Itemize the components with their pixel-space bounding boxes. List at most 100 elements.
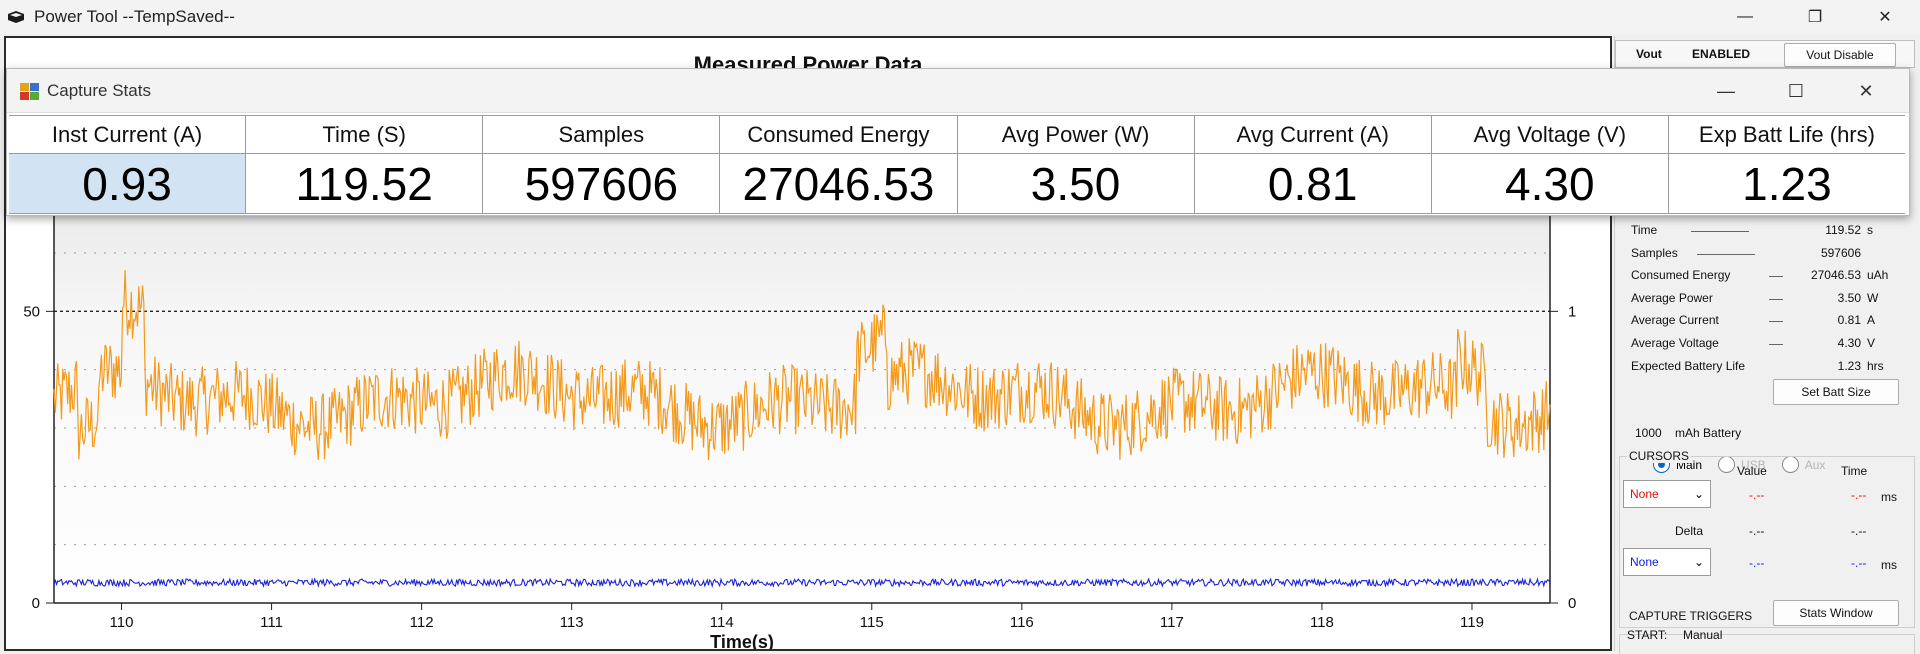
stat-row-average-power: Average Power 3.50 W [1631,288,1911,311]
leader-line [1769,321,1783,323]
cursors-title: CURSORS [1627,449,1692,463]
cursor2-select[interactable]: None ⌄ [1623,548,1711,576]
stats-window-button[interactable]: Stats Window [1773,600,1899,626]
triggers-group [1619,634,1915,654]
stats-list: Time 119.52 s Samples 597606 Consumed En… [1631,220,1911,378]
chevron-down-icon: ⌄ [1693,555,1704,569]
x-tick-label: 111 [260,614,283,631]
stats-minimize-button[interactable]: — [1717,80,1735,101]
col-value: 27046.53 [742,157,935,210]
x-tick-label: 115 [860,614,884,631]
vout-label: Vout [1636,47,1662,61]
stat-unit: V [1867,335,1876,350]
capture-stats-window: Capture Stats — ☐ ✕ Inst Current (A) 0.9… [6,68,1910,216]
stat-col-avg-voltage[interactable]: Avg Voltage (V) 4.30 [1431,116,1669,213]
vout-status: ENABLED [1692,47,1751,61]
stat-col-inst-current[interactable]: Inst Current (A) 0.93 [9,116,247,213]
y-left-tick-label: 0 [32,595,40,612]
minimize-button[interactable]: — [1737,8,1753,25]
col-header: Time (S) [246,116,483,154]
battery-value[interactable]: 1000 [1635,426,1662,440]
stat-unit: hrs [1867,358,1884,373]
col-value: 0.93 [9,154,246,213]
cursor-time-header: Time [1841,464,1868,478]
stat-col-consumed-energy[interactable]: Consumed Energy 27046.53 [720,116,958,213]
x-tick-label: 119 [1460,614,1484,631]
series-line [53,270,1551,461]
stat-value: 3.50 [1837,290,1861,305]
stat-label: Time [1631,223,1658,237]
start-value: Manual [1683,628,1723,642]
col-value: 119.52 [295,157,433,210]
app-icon [8,11,24,23]
stat-row-average-voltage: Average Voltage 4.30 V [1631,333,1911,356]
capture-stats-title-bar: Capture Stats — ☐ ✕ [7,69,1909,113]
main-title-bar: Power Tool --TempSaved-- — ❐ ✕ [0,0,1920,34]
stat-value: 4.30 [1837,335,1861,350]
restore-button[interactable]: ❐ [1807,9,1823,26]
x-axis-label: Time(s) [710,632,774,649]
stat-value: 119.52 [1825,223,1861,237]
stat-value: 0.81 [1837,313,1861,328]
cursor2-unit: ms [1881,558,1897,572]
delta-value: -.-- [1749,524,1765,538]
stat-unit: W [1867,290,1879,305]
x-tick-label: 114 [710,614,734,631]
x-tick-label: 118 [1310,614,1334,631]
radio-usb[interactable]: USB [1718,456,1766,473]
stat-value: 27046.53 [1810,268,1861,283]
stat-unit: uAh [1867,268,1889,283]
cursor2-selected: None [1630,555,1659,569]
stat-col-exp-batt-life[interactable]: Exp Batt Life (hrs) 1.23 [1668,116,1905,213]
radio-label: Aux [1804,457,1826,472]
y-left-tick-label: 50 [23,303,40,320]
stat-unit: s [1867,223,1873,237]
x-tick-label: 117 [1160,614,1184,631]
stats-maximize-button[interactable]: ☐ [1787,80,1805,101]
stat-label: Average Voltage [1631,335,1719,350]
cursor1-select[interactable]: None ⌄ [1623,480,1711,508]
cursor1-time: -.-- [1851,488,1867,502]
capture-stats-title: Capture Stats [47,80,151,100]
col-value: 3.50 [1030,157,1121,210]
stats-close-button[interactable]: ✕ [1858,80,1874,101]
stat-label: Average Power [1631,290,1713,305]
col-header: Consumed Energy [720,116,957,154]
col-header: Exp Batt Life (hrs) [1668,116,1905,154]
cursor1-unit: ms [1881,490,1897,504]
stat-col-avg-current[interactable]: Avg Current (A) 0.81 [1194,116,1432,213]
chevron-down-icon: ⌄ [1693,487,1704,501]
col-value: 0.81 [1267,157,1358,210]
stat-row-samples: Samples 597606 [1631,243,1911,266]
col-value: 597606 [524,157,679,210]
stat-row-consumed-energy: Consumed Energy 27046.53 uAh [1631,265,1911,288]
x-tick-label: 116 [1010,614,1034,631]
delta-label: Delta [1675,524,1704,538]
cursor1-selected: None [1630,487,1659,501]
stat-col-samples[interactable]: Samples 597606 [483,116,721,213]
col-header: Avg Voltage (V) [1431,116,1668,154]
radio-aux[interactable]: Aux [1781,456,1826,473]
series-line [53,577,1551,589]
col-value: 4.30 [1505,157,1595,210]
stat-unit: A [1867,313,1876,328]
stat-col-avg-power[interactable]: Avg Power (W) 3.50 [957,116,1195,213]
leader-line [1769,343,1783,345]
cursor-value-header: Value [1737,464,1767,478]
y-right-tick-label: 0 [1568,595,1576,612]
leader-line [1769,298,1783,300]
close-button[interactable]: ✕ [1878,9,1892,26]
capture-stats-table: Inst Current (A) 0.93 Time (S) 119.52 Sa… [9,115,1905,214]
stat-label: Expected Battery Life [1631,358,1746,373]
set-batt-size-button[interactable]: Set Batt Size [1773,379,1899,405]
chart-app-icon [20,82,39,100]
window-title: Power Tool --TempSaved-- [34,7,235,26]
stat-row-average-current: Average Current 0.81 A [1631,310,1911,333]
cursor1-value: -.-- [1749,488,1765,502]
stat-col-time[interactable]: Time (S) 119.52 [246,116,484,213]
vout-disable-button[interactable]: Vout Disable [1784,43,1896,67]
start-label: START: [1627,628,1668,642]
x-tick-label: 110 [110,614,134,631]
stat-row-time: Time 119.52 s [1631,220,1911,243]
stat-value: 1.23 [1837,358,1861,373]
